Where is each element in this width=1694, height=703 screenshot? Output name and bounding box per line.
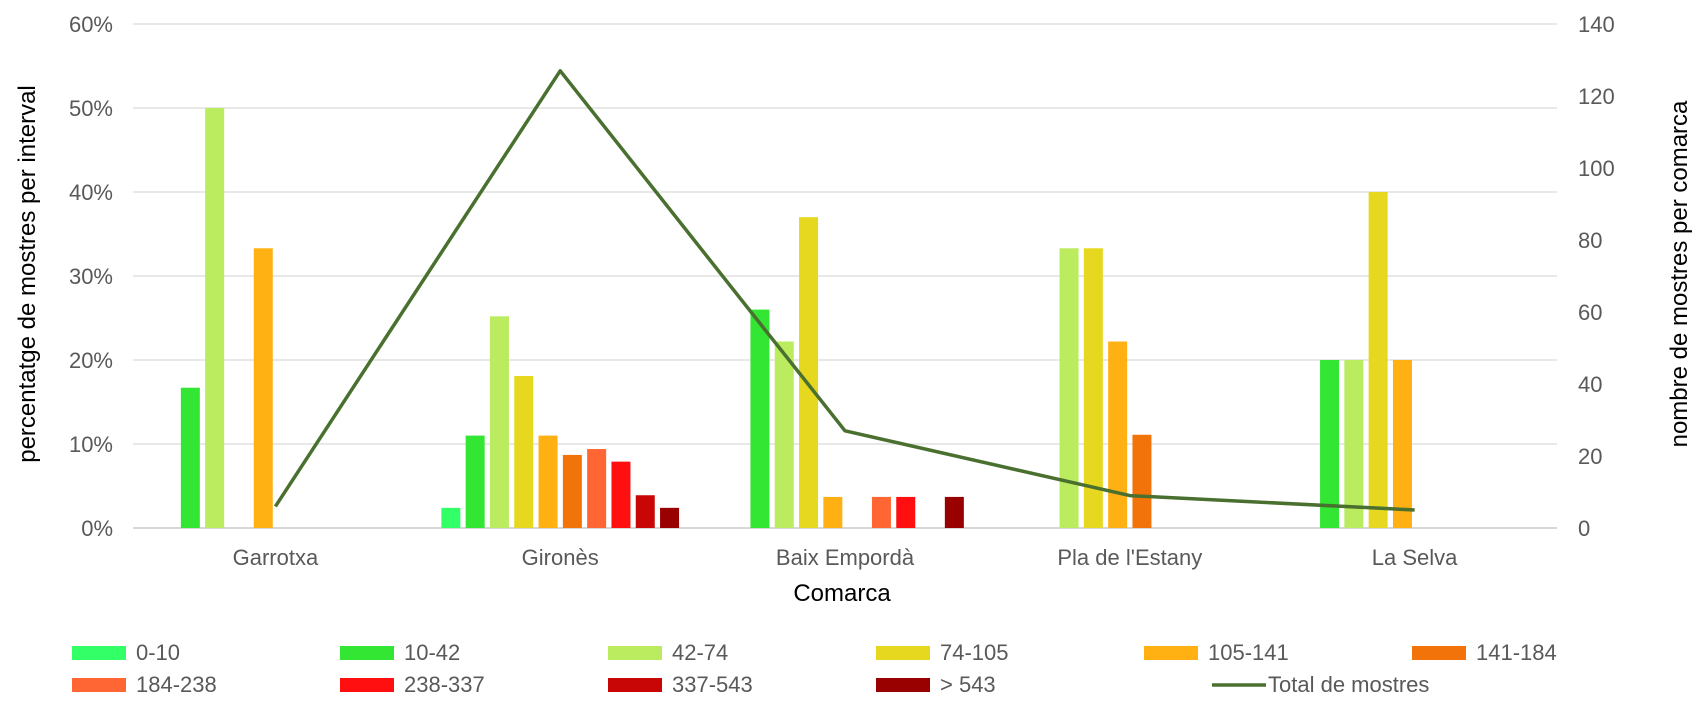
bar — [799, 217, 819, 528]
category-label: Garrotxa — [233, 545, 319, 570]
legend-label: 74-105 — [940, 640, 1009, 665]
y-right-tick-label: 120 — [1578, 84, 1615, 109]
bar — [465, 435, 485, 528]
legend-swatch — [1144, 646, 1198, 660]
legend-swatch — [876, 646, 930, 660]
y-right-tick-label: 40 — [1578, 372, 1602, 397]
bar — [944, 496, 964, 528]
y-right-tick-label: 80 — [1578, 228, 1602, 253]
bar — [253, 248, 273, 528]
y-left-tick-label: 20% — [69, 348, 113, 373]
legend-label: > 543 — [940, 672, 996, 697]
category-label: La Selva — [1372, 545, 1458, 570]
legend-swatch — [72, 678, 126, 692]
y-right-tick-label: 20 — [1578, 444, 1602, 469]
y-axis-right-ticks: 0 20 40 60 80 100 120 140 — [1578, 12, 1615, 541]
bar — [750, 309, 770, 528]
y-right-tick-label: 60 — [1578, 300, 1602, 325]
bar — [774, 341, 794, 528]
y-left-tick-label: 10% — [69, 432, 113, 457]
legend-swatch — [72, 646, 126, 660]
y-right-tick-label: 140 — [1578, 12, 1615, 37]
bar — [871, 496, 891, 528]
bar — [441, 507, 461, 528]
bar — [823, 496, 843, 528]
legend-label: 105-141 — [1208, 640, 1289, 665]
y-axis-left-title: percentatge de mostres per interval — [14, 85, 41, 463]
category-label: Baix Empordà — [776, 545, 915, 570]
legend-label: 42-74 — [672, 640, 728, 665]
bar — [1344, 360, 1364, 528]
category-label: Gironès — [522, 545, 599, 570]
bar — [562, 454, 582, 528]
bar — [1392, 360, 1412, 528]
bar — [660, 507, 680, 528]
bar — [180, 387, 200, 528]
gridlines — [133, 23, 1557, 529]
bar — [611, 461, 631, 528]
legend-label: Total de mostres — [1268, 672, 1429, 697]
legend-label: 337-543 — [672, 672, 753, 697]
legend-swatch — [876, 678, 930, 692]
bar — [538, 435, 558, 528]
legend-label: 10-42 — [404, 640, 460, 665]
bar — [489, 316, 509, 528]
y-axis-left-ticks: 0% 10% 20% 30% 40% 50% 60% — [69, 12, 113, 541]
legend-label: 0-10 — [136, 640, 180, 665]
legend-label: 184-238 — [136, 672, 217, 697]
bar — [896, 496, 916, 528]
total-line-path — [273, 69, 1415, 512]
legend-label: 238-337 — [404, 672, 485, 697]
y-axis-right-title: nombre de mostres per comarca — [1666, 100, 1693, 447]
y-left-tick-label: 50% — [69, 96, 113, 121]
bars — [180, 108, 1412, 528]
y-left-tick-label: 40% — [69, 180, 113, 205]
x-axis-title: Comarca — [793, 580, 891, 607]
total-line — [273, 69, 1415, 512]
legend-swatch — [340, 646, 394, 660]
x-axis-categories: Garrotxa Gironès Baix Empordà Pla de l'Esta… — [233, 545, 1459, 570]
bar — [587, 449, 607, 528]
category-label: Pla de l'Estany — [1057, 545, 1202, 570]
legend-label: 141-184 — [1476, 640, 1557, 665]
bar — [1320, 360, 1340, 528]
y-left-tick-label: 0% — [81, 516, 113, 541]
legend-swatch — [340, 678, 394, 692]
bar — [1059, 248, 1079, 528]
legend: 0-10 10-42 42-74 74-105 105-141 141-184 184-23… — [72, 640, 1557, 697]
bar — [1132, 434, 1152, 528]
bar — [635, 495, 655, 528]
legend-swatch — [608, 646, 662, 660]
legend-swatch — [608, 678, 662, 692]
y-left-tick-label: 60% — [69, 12, 113, 37]
bar — [1368, 192, 1388, 528]
legend-swatch — [1412, 646, 1466, 660]
bar — [1083, 248, 1103, 528]
y-right-tick-label: 0 — [1578, 516, 1590, 541]
bar — [1108, 341, 1128, 528]
bar — [514, 375, 534, 528]
y-right-tick-label: 100 — [1578, 156, 1615, 181]
bar — [205, 108, 225, 528]
y-left-tick-label: 30% — [69, 264, 113, 289]
